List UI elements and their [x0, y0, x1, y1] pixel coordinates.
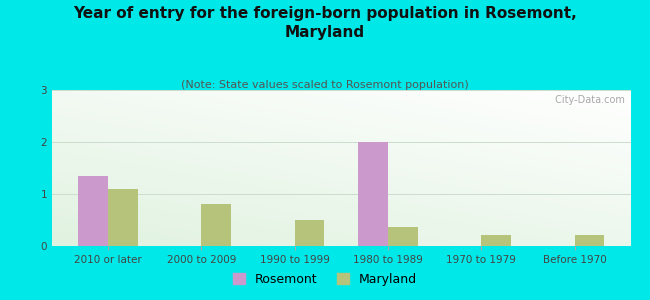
Bar	[358, 142, 388, 246]
Bar	[202, 204, 231, 246]
Bar	[78, 176, 108, 246]
Bar	[294, 220, 324, 246]
Bar	[575, 235, 604, 246]
Text: City-Data.com: City-Data.com	[552, 95, 625, 105]
Legend: Rosemont, Maryland: Rosemont, Maryland	[227, 268, 422, 291]
Bar	[108, 189, 138, 246]
Bar	[481, 235, 511, 246]
Text: Year of entry for the foreign-born population in Rosemont,
Maryland: Year of entry for the foreign-born popul…	[73, 6, 577, 40]
Bar	[388, 227, 418, 246]
Text: (Note: State values scaled to Rosemont population): (Note: State values scaled to Rosemont p…	[181, 80, 469, 89]
